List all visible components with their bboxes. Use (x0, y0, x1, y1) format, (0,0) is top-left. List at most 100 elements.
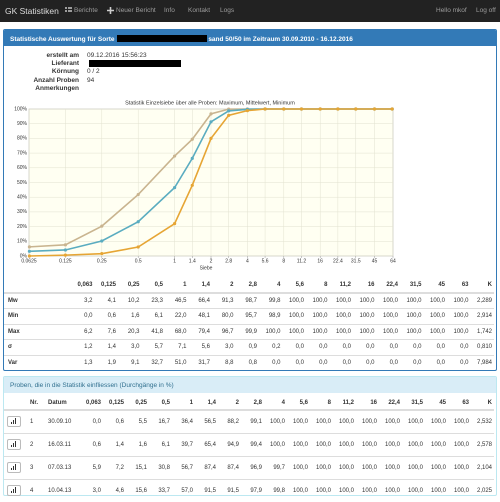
cell: 0,0 (366, 344, 375, 351)
cell: 6,2 (84, 328, 93, 335)
y-tick-label: 10% (17, 239, 28, 245)
row: 3 07.03.13 5,9 7,2 15,1 30,8 56,7 87,4 87,4 96,9 9… (4, 456, 494, 479)
cell: 100,0 (335, 298, 351, 304)
point (263, 107, 267, 111)
cell: 87,4 (227, 464, 239, 471)
cell: 100,0 (382, 313, 398, 320)
cell: 39,7 (181, 441, 193, 448)
header-cell: 0,25 (135, 399, 147, 406)
button-cell (4, 479, 28, 502)
button-cell (4, 456, 28, 479)
row: Max 6,2 7,6 20,3 41,8 68,0 79,4 96,7 99,9 100,0 10… (4, 324, 494, 340)
cell: 100,0 (361, 418, 377, 425)
redacted (89, 60, 181, 68)
panel-heading: Statistische Auswertung für Sorte sand 5… (4, 30, 496, 46)
cell: 4,1 (107, 298, 116, 304)
cell: 1 (30, 418, 34, 425)
header-cell: 8 (324, 281, 328, 288)
header-cell: K (487, 281, 492, 288)
logoff[interactable]: Log off (476, 7, 496, 14)
cell: 0,0 (436, 360, 445, 366)
cell: 100,0 (288, 328, 304, 335)
cell: 100,0 (312, 328, 328, 335)
cell: 15,6 (135, 487, 147, 494)
cell: 100,0 (453, 313, 469, 320)
cell: 41,8 (151, 328, 163, 335)
cell: 0,6 (115, 418, 124, 425)
cell: 0,0 (342, 344, 351, 351)
cell: 100,0 (430, 487, 446, 494)
cell: 3 (30, 464, 34, 471)
cell: 100,0 (288, 313, 304, 320)
chart: Statistik Einzelsiebe über alle Proben: … (14, 100, 396, 271)
cell: 8,8 (225, 360, 234, 366)
info-value: 0 / 2 (87, 68, 100, 76)
header-cell: 1,4 (201, 281, 210, 288)
button-cell (4, 410, 28, 433)
info-label: Körnung (51, 68, 79, 76)
cell: 5,5 (138, 418, 147, 425)
cell: 100,0 (384, 487, 400, 494)
cell: 20,3 (127, 328, 140, 335)
nav-link[interactable]: Neuer Bericht (116, 7, 156, 14)
cell: 100,0 (292, 487, 308, 494)
cell: 91,5 (227, 487, 239, 494)
cell: 0,2 (272, 344, 281, 351)
nav-link[interactable]: Logs (220, 7, 235, 14)
cell: 100,0 (384, 418, 400, 425)
cell: 66,4 (198, 298, 210, 304)
button-cell (4, 433, 28, 456)
nav-link[interactable]: Berichte (74, 7, 98, 14)
detail-button[interactable] (7, 439, 21, 450)
panel-heading: Proben, die in die Statistik einfliessen… (4, 377, 496, 393)
cell: 100,0 (315, 441, 331, 448)
detail-button[interactable] (7, 462, 21, 473)
icon (11, 418, 16, 425)
header-cell: 0,125 (108, 399, 124, 406)
row: Var 1,3 1,9 9,1 32,7 51,0 31,7 8,8 0,8 0,0 0,0 0,0 0… (4, 355, 494, 371)
nav-link[interactable]: Info (164, 7, 175, 14)
point (173, 186, 177, 190)
detail-button[interactable] (7, 416, 21, 428)
detail-button[interactable] (7, 485, 21, 497)
cell: 99,4 (250, 441, 262, 448)
cell: 100,0 (338, 441, 354, 448)
x-axis-label: Siebe (200, 265, 213, 271)
header-cell: 11,2 (339, 281, 351, 288)
y-tick-label: 100% (14, 106, 27, 112)
header-cell: Nr. (30, 399, 39, 406)
header-cell: 0,5 (154, 281, 163, 288)
header-cell: 4 (277, 281, 281, 288)
cell: 68,0 (174, 328, 187, 335)
cell: 100,0 (335, 313, 351, 320)
brand[interactable]: GK Statistiken (5, 6, 59, 16)
y-tick-label: 90% (17, 121, 28, 127)
header-cell: 2,8 (253, 399, 262, 406)
cell: 7,2 (115, 464, 124, 471)
y-tick-label: 40% (17, 195, 28, 201)
row-label: Var (8, 360, 18, 366)
nav-link[interactable]: Kontakt (188, 7, 211, 14)
cell: 0,6 (107, 313, 116, 320)
point (227, 113, 231, 117)
point (390, 107, 394, 111)
user[interactable]: Hello mkof (436, 7, 467, 14)
cell: 91,3 (221, 298, 234, 304)
cell: 100,0 (292, 464, 308, 471)
cell: 30.09.10 (48, 418, 72, 425)
header-cell: 11,2 (342, 399, 354, 406)
x-tick-label: 45 (372, 258, 378, 264)
row-label: Max (8, 328, 20, 335)
cell: 0,0 (295, 360, 304, 366)
y-tick-label: 80% (17, 136, 28, 142)
info-label: Anzahl Proben (33, 76, 79, 84)
x-tick-label: 1.4 (189, 258, 196, 264)
cell: 3,2 (84, 298, 93, 304)
header-cell: 16 (370, 399, 377, 406)
cell: 100,0 (265, 328, 281, 335)
report-panel: Statistische Auswertung für Sorte sand 5… (3, 29, 497, 371)
point (27, 254, 32, 258)
cell: 7,1 (178, 344, 187, 351)
icon (11, 464, 16, 470)
